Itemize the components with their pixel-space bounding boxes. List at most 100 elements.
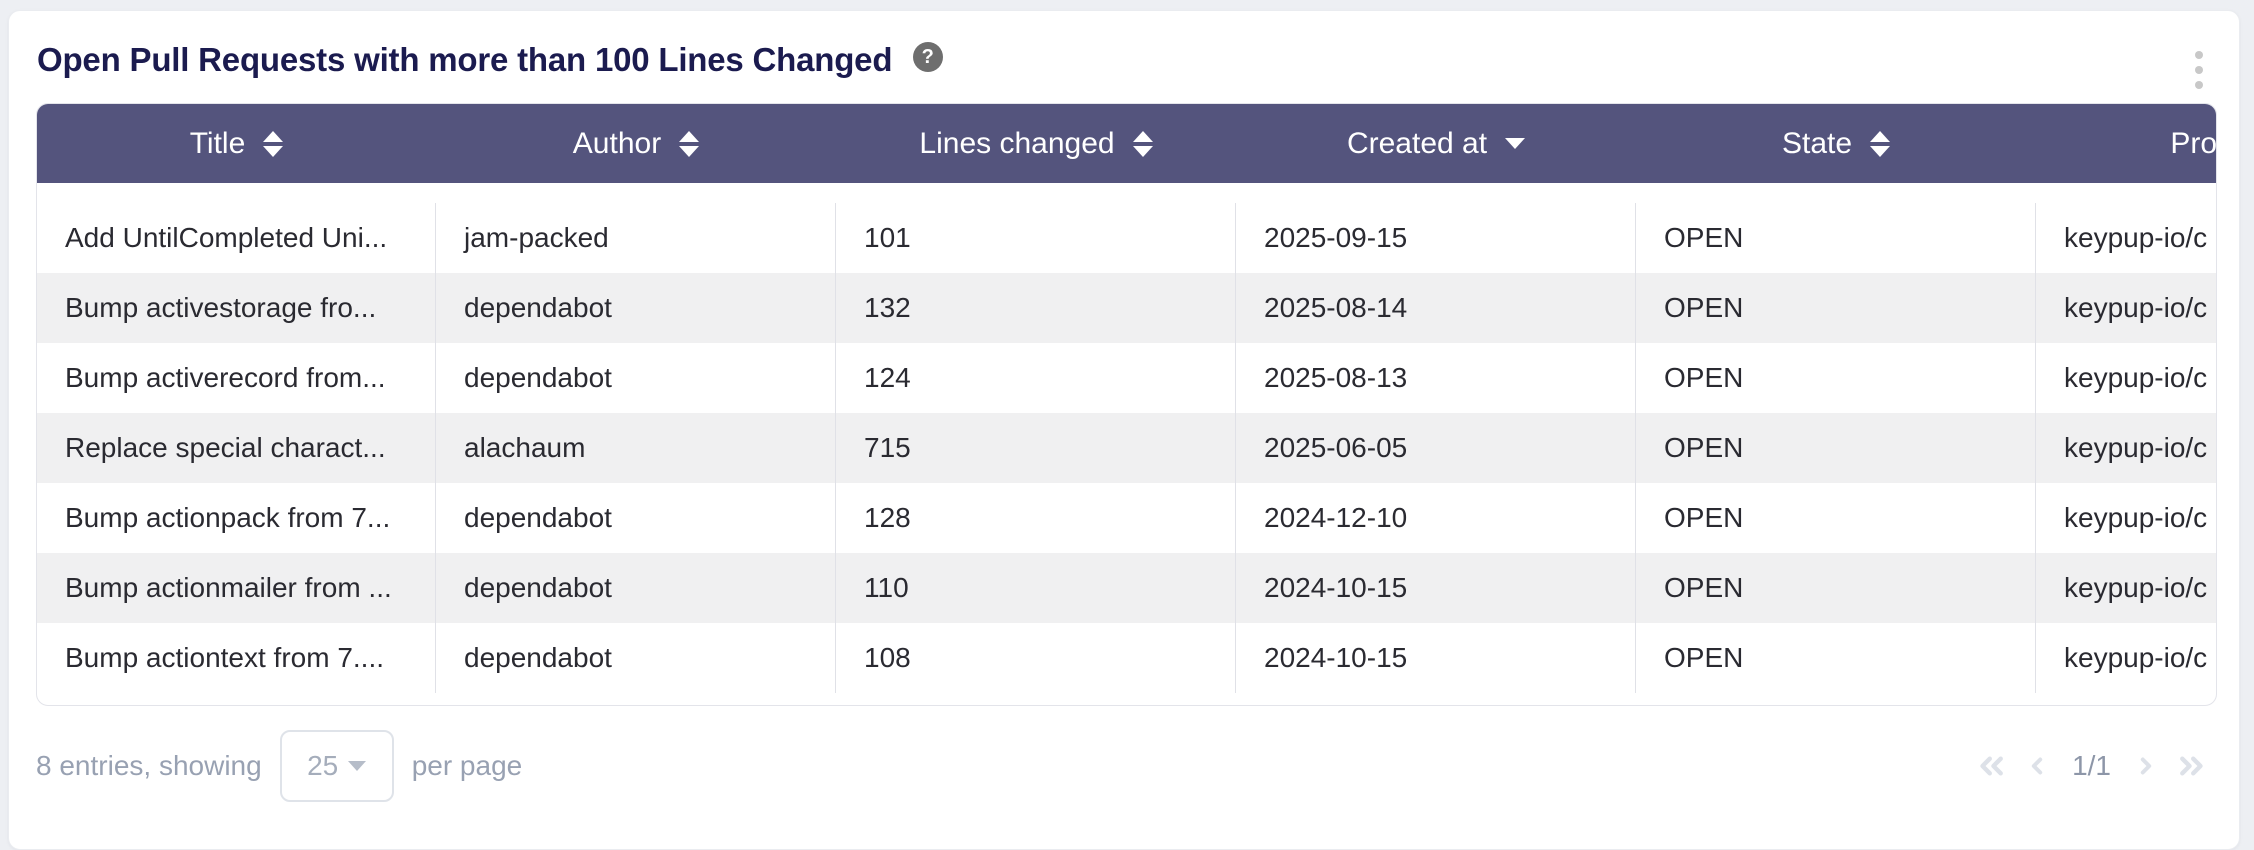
cell-project: keypup-io/c xyxy=(2064,642,2208,673)
chevrons-left-icon xyxy=(1980,756,2003,776)
last-page-button[interactable] xyxy=(2175,751,2209,781)
cell-state: OPEN xyxy=(1636,553,2036,623)
cell-lines-changed: 715 xyxy=(836,413,1236,483)
previous-page-button[interactable] xyxy=(2024,751,2050,781)
sort-desc-icon xyxy=(679,145,700,157)
sort-icon xyxy=(263,130,284,157)
cell-created-at: 2025-08-13 xyxy=(1236,343,1636,413)
chevron-right-icon xyxy=(2140,757,2152,775)
cell-title: Bump actiontext from 7.... xyxy=(37,623,436,693)
column-header-state[interactable]: State xyxy=(1636,104,2036,183)
sort-icon xyxy=(1870,130,1891,157)
table-row: Bump activestorage fro... dependabot 132… xyxy=(37,273,2216,343)
cell-author: dependabot xyxy=(436,273,836,343)
column-header-project[interactable]: Project xyxy=(2036,104,2217,183)
cell-project: keypup-io/c xyxy=(2064,362,2208,393)
table-row: Add UntilCompleted Uni... jam-packed 101… xyxy=(37,203,2216,273)
sort-asc-icon xyxy=(1870,130,1891,142)
cell-created-at: 2025-08-14 xyxy=(1236,273,1636,343)
cell-project: keypup-io/c xyxy=(2064,432,2208,463)
cell-project: keypup-io/c xyxy=(2064,292,2208,323)
cell-author: dependabot xyxy=(436,553,836,623)
widget-card: Open Pull Requests with more than 100 Li… xyxy=(8,10,2240,850)
table-body: Add UntilCompleted Uni... jam-packed 101… xyxy=(37,203,2216,693)
cell-author: dependabot xyxy=(436,343,836,413)
widget-header: Open Pull Requests with more than 100 Li… xyxy=(9,11,2239,89)
cell-lines-changed: 101 xyxy=(836,203,1236,273)
sort-icon xyxy=(679,130,700,157)
cell-lines-changed: 108 xyxy=(836,623,1236,693)
kebab-dot xyxy=(2195,66,2203,74)
chevron-down-icon xyxy=(348,761,367,771)
column-label: Lines changed xyxy=(919,126,1115,160)
entries-summary: 8 entries, showing 25 per page xyxy=(36,730,522,802)
cell-state: OPEN xyxy=(1636,413,2036,483)
column-label: Project xyxy=(2170,126,2217,160)
column-label: Title xyxy=(189,126,246,160)
cell-title: Add UntilCompleted Uni... xyxy=(37,203,436,273)
cell-lines-changed: 128 xyxy=(836,483,1236,553)
sort-asc-icon xyxy=(1132,130,1153,142)
table-row: Replace special charact... alachaum 715 … xyxy=(37,413,2216,483)
cell-project: keypup-io/c xyxy=(2064,222,2208,253)
sort-desc-icon xyxy=(1505,138,1526,149)
cell-lines-changed: 124 xyxy=(836,343,1236,413)
sort-icon xyxy=(1132,130,1153,157)
sort-desc-icon xyxy=(1132,145,1153,157)
cell-author: dependabot xyxy=(436,483,836,553)
per-page-select[interactable]: 25 xyxy=(279,730,394,802)
column-header-created-at[interactable]: Created at xyxy=(1236,104,1636,183)
table-row: Bump actionmailer from ... dependabot 11… xyxy=(37,553,2216,623)
cell-created-at: 2024-10-15 xyxy=(1236,623,1636,693)
cell-state: OPEN xyxy=(1636,483,2036,553)
kebab-dot xyxy=(2195,51,2203,59)
page-indicator: 1/1 xyxy=(2072,750,2111,781)
cell-created-at: 2024-10-15 xyxy=(1236,553,1636,623)
cell-title: Bump actionmailer from ... xyxy=(37,553,436,623)
table-row: Bump actiontext from 7.... dependabot 10… xyxy=(37,623,2216,693)
table-row: Bump activerecord from... dependabot 124… xyxy=(37,343,2216,413)
cell-created-at: 2025-09-15 xyxy=(1236,203,1636,273)
help-icon-glyph: ? xyxy=(921,45,934,68)
per-page-suffix: per page xyxy=(411,750,523,781)
first-page-button[interactable] xyxy=(1974,751,2008,781)
next-page-button[interactable] xyxy=(2133,751,2159,781)
cell-state: OPEN xyxy=(1636,273,2036,343)
cell-created-at: 2025-06-05 xyxy=(1236,413,1636,483)
sort-desc-icon xyxy=(263,145,284,157)
column-header-lines-changed[interactable]: Lines changed xyxy=(836,104,1236,183)
help-icon[interactable]: ? xyxy=(912,42,943,72)
chevrons-right-icon xyxy=(2180,756,2203,776)
table-row: Bump actionpack from 7... dependabot 128… xyxy=(37,483,2216,553)
column-header-author[interactable]: Author xyxy=(436,104,836,183)
column-label: State xyxy=(1781,126,1853,160)
table-header-row: Title Author Lines changed xyxy=(37,104,2217,183)
cell-created-at: 2024-12-10 xyxy=(1236,483,1636,553)
chevron-left-icon xyxy=(2031,757,2043,775)
cell-title: Replace special charact... xyxy=(37,413,436,483)
cell-lines-changed: 110 xyxy=(836,553,1236,623)
cell-state: OPEN xyxy=(1636,203,2036,273)
column-label: Author xyxy=(572,126,662,160)
cell-title: Bump activerecord from... xyxy=(37,343,436,413)
column-header-title[interactable]: Title xyxy=(37,104,436,183)
table-footer: 8 entries, showing 25 per page 1/1 xyxy=(36,730,2209,802)
kebab-menu-icon[interactable] xyxy=(2191,47,2207,93)
table-container[interactable]: Title Author Lines changed xyxy=(36,103,2217,706)
sort-asc-icon xyxy=(263,130,284,142)
cell-state: OPEN xyxy=(1636,343,2036,413)
sort-desc-icon xyxy=(1870,145,1891,157)
cell-lines-changed: 132 xyxy=(836,273,1236,343)
pagination: 1/1 xyxy=(1974,750,2209,782)
cell-author: dependabot xyxy=(436,623,836,693)
kebab-dot xyxy=(2195,81,2203,89)
cell-title: Bump actionpack from 7... xyxy=(37,483,436,553)
cell-project: keypup-io/c xyxy=(2064,502,2208,533)
column-label: Created at xyxy=(1346,126,1488,160)
cell-title: Bump activestorage fro... xyxy=(37,273,436,343)
cell-author: jam-packed xyxy=(436,203,836,273)
cell-state: OPEN xyxy=(1636,623,2036,693)
sort-asc-icon xyxy=(679,130,700,142)
cell-author: alachaum xyxy=(436,413,836,483)
page-title: Open Pull Requests with more than 100 Li… xyxy=(37,41,893,78)
